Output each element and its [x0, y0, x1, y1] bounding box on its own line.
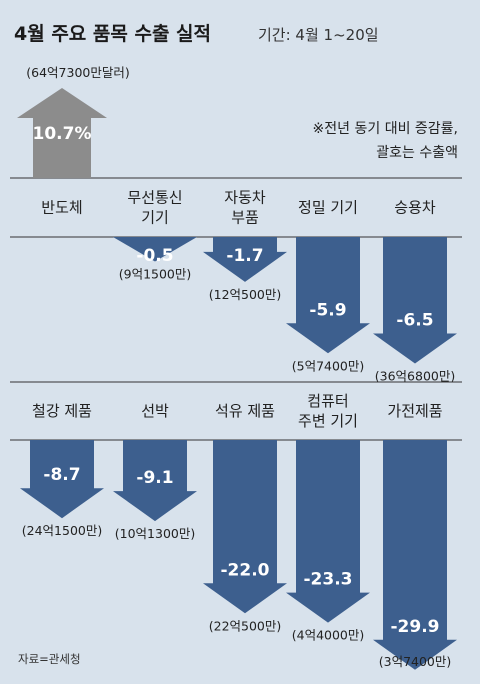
export-amount-label: (9억1500만) — [119, 267, 192, 282]
chart-title: 4월 주요 품목 수출 실적 — [14, 23, 211, 45]
export-amount-label: (4억4000만) — [292, 628, 365, 643]
category-label: 정밀 기기 — [298, 199, 358, 217]
decrease-arrow — [20, 440, 104, 519]
decrease-arrow — [286, 440, 370, 623]
decrease-arrow — [113, 440, 197, 522]
note-line-1: ※전년 동기 대비 증감률, — [313, 121, 458, 137]
category-label: 반도체 — [41, 199, 82, 217]
export-amount-label: (22억500만) — [209, 618, 282, 633]
value-label: -0.5 — [136, 246, 173, 266]
category-label: 부품 — [231, 209, 259, 227]
decrease-arrow — [373, 237, 457, 364]
category-label: 무선통신 — [127, 189, 182, 207]
category-label: 주변 기기 — [298, 412, 358, 430]
period-label: 기간: 4월 1~20일 — [258, 26, 379, 44]
value-label: -5.9 — [309, 300, 346, 320]
source-label: 자료=관세청 — [18, 652, 81, 666]
decrease-arrow — [203, 440, 287, 614]
category-label: 승용차 — [394, 199, 436, 217]
category-label: 철강 제품 — [32, 402, 92, 420]
category-label: 가전제품 — [387, 402, 442, 420]
export-amount-label: (64억7300만달러) — [26, 65, 129, 80]
export-amount-label: (10억1300만) — [115, 526, 195, 541]
export-amount-label: (36억6800만) — [375, 369, 455, 384]
increase-arrow — [17, 88, 107, 178]
decrease-arrow — [113, 237, 197, 262]
value-label: -1.7 — [226, 246, 263, 266]
export-amount-label: (12억500만) — [209, 287, 282, 302]
decrease-arrow — [203, 237, 287, 282]
value-label: -23.3 — [304, 570, 353, 590]
category-label: 컴퓨터 — [307, 392, 348, 410]
export-amount-label: (5억7400만) — [292, 358, 365, 373]
category-label: 선박 — [141, 402, 169, 420]
note-line-2: 괄호는 수출액 — [376, 145, 458, 161]
decrease-arrow — [373, 440, 457, 670]
value-label: 10.7% — [33, 124, 92, 144]
value-label: -22.0 — [221, 560, 270, 580]
category-label: 기기 — [141, 209, 169, 227]
category-label: 자동차 — [224, 189, 266, 207]
decrease-arrow — [286, 237, 370, 354]
category-label: 석유 제품 — [215, 402, 275, 420]
value-label: -9.1 — [136, 468, 173, 488]
value-label: -8.7 — [43, 465, 80, 485]
export-amount-label: (24억1500만) — [22, 523, 102, 538]
value-label: -29.9 — [391, 617, 440, 637]
value-label: -6.5 — [396, 311, 433, 331]
export-amount-label: (3억7400만) — [379, 654, 452, 669]
